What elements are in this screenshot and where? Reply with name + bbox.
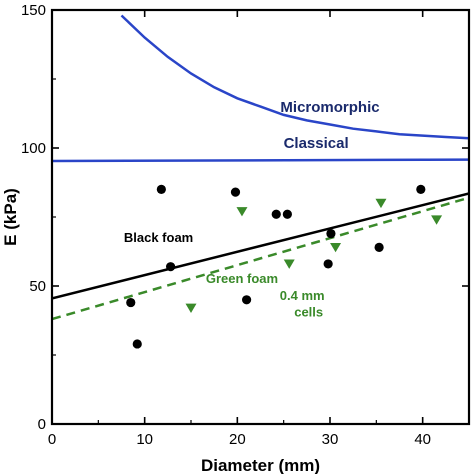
series-line-green-foam [52, 196, 469, 321]
y-tick-label: 0 [38, 416, 46, 433]
data-point-triangle-5 [431, 215, 443, 225]
data-point-circle-5 [242, 295, 252, 305]
data-point-circle-9 [326, 228, 336, 239]
series-line-black-foam [52, 192, 469, 300]
series-line-micromorphic [120, 14, 469, 140]
annotation-classical: Classical [284, 135, 349, 152]
data-point-circle-11 [416, 184, 426, 194]
data-point-triangle-1 [236, 207, 248, 217]
series-line-classical [52, 158, 469, 163]
x-tick-label: 10 [136, 431, 153, 448]
data-point-circle-0 [126, 297, 136, 308]
annotation-micromorphic: Micromorphic [280, 99, 379, 116]
y-axis-label: E (kPa) [1, 188, 20, 246]
data-point-triangle-2 [283, 259, 295, 269]
x-tick-label: 40 [414, 431, 431, 448]
data-point-triangle-0 [185, 303, 197, 314]
annotation-black-foam: Black foam [124, 230, 193, 245]
data-point-circle-6 [271, 209, 281, 219]
plot-area: Micromorphic Classical Black foam Green foa… [52, 14, 469, 349]
annotation-green-foam: Green foam [206, 271, 278, 286]
data-point-circle-8 [323, 259, 333, 269]
x-tick-label: 0 [48, 431, 56, 448]
data-point-circle-1 [132, 339, 142, 349]
data-point-circle-4 [230, 187, 241, 197]
x-tick-label: 20 [229, 431, 246, 448]
data-point-circle-2 [156, 184, 166, 194]
x-tick-label: 30 [322, 431, 339, 448]
data-point-circle-10 [374, 242, 384, 252]
data-point-circle-7 [282, 209, 292, 219]
data-point-circle-3 [166, 262, 176, 272]
annotation-cells: cells [294, 304, 323, 319]
data-point-triangle-3 [330, 242, 342, 253]
annotation-0-4-mm: 0.4 mm [280, 288, 325, 303]
axes: 0 10 20 30 40 0 50 100 150 [21, 2, 471, 448]
y-tick-label: 100 [21, 140, 46, 157]
x-axis-label: Diameter (mm) [201, 456, 320, 474]
plot-content [52, 14, 469, 349]
y-tick-label: 150 [21, 2, 46, 19]
data-point-triangle-4 [375, 198, 387, 209]
y-tick-label: 50 [29, 278, 46, 295]
